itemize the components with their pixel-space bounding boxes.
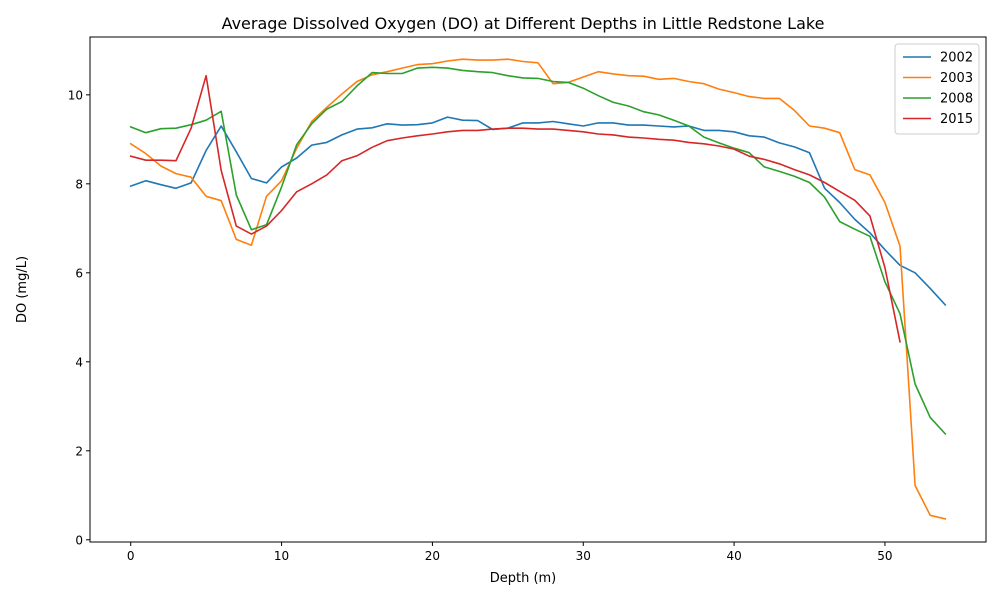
legend-label: 2003	[940, 71, 973, 86]
x-tick-label: 30	[576, 549, 591, 563]
y-tick-label: 8	[75, 177, 83, 191]
legend: 2002 2003 2008 2015	[894, 43, 980, 135]
y-tick-label: 6	[75, 266, 83, 280]
series-line-2003	[129, 58, 947, 520]
plot-area	[129, 58, 947, 520]
series-line-2002	[129, 116, 947, 307]
series-line-2008	[129, 66, 947, 436]
legend-label: 2015	[940, 112, 973, 127]
y-tick-label: 4	[75, 355, 83, 369]
x-tick-label: 50	[877, 549, 892, 563]
chart-title: Average Dissolved Oxygen (DO) at Differe…	[222, 14, 825, 33]
y-axis-label: DO (mg/L)	[15, 256, 30, 323]
y-tick-label: 2	[75, 444, 83, 458]
y-tick-label: 0	[75, 533, 83, 547]
y-tick-label: 10	[68, 88, 83, 102]
x-tick-label: 40	[726, 549, 741, 563]
plot-frame	[89, 36, 987, 543]
x-tick-label: 20	[425, 549, 440, 563]
series-line-2015	[129, 74, 901, 343]
x-tick-label: 0	[127, 549, 135, 563]
legend-label: 2002	[940, 51, 973, 66]
legend-label: 2008	[940, 92, 973, 107]
legend-box	[894, 43, 980, 135]
x-tick-label: 10	[274, 549, 289, 563]
x-axis-label: Depth (m)	[490, 571, 557, 586]
